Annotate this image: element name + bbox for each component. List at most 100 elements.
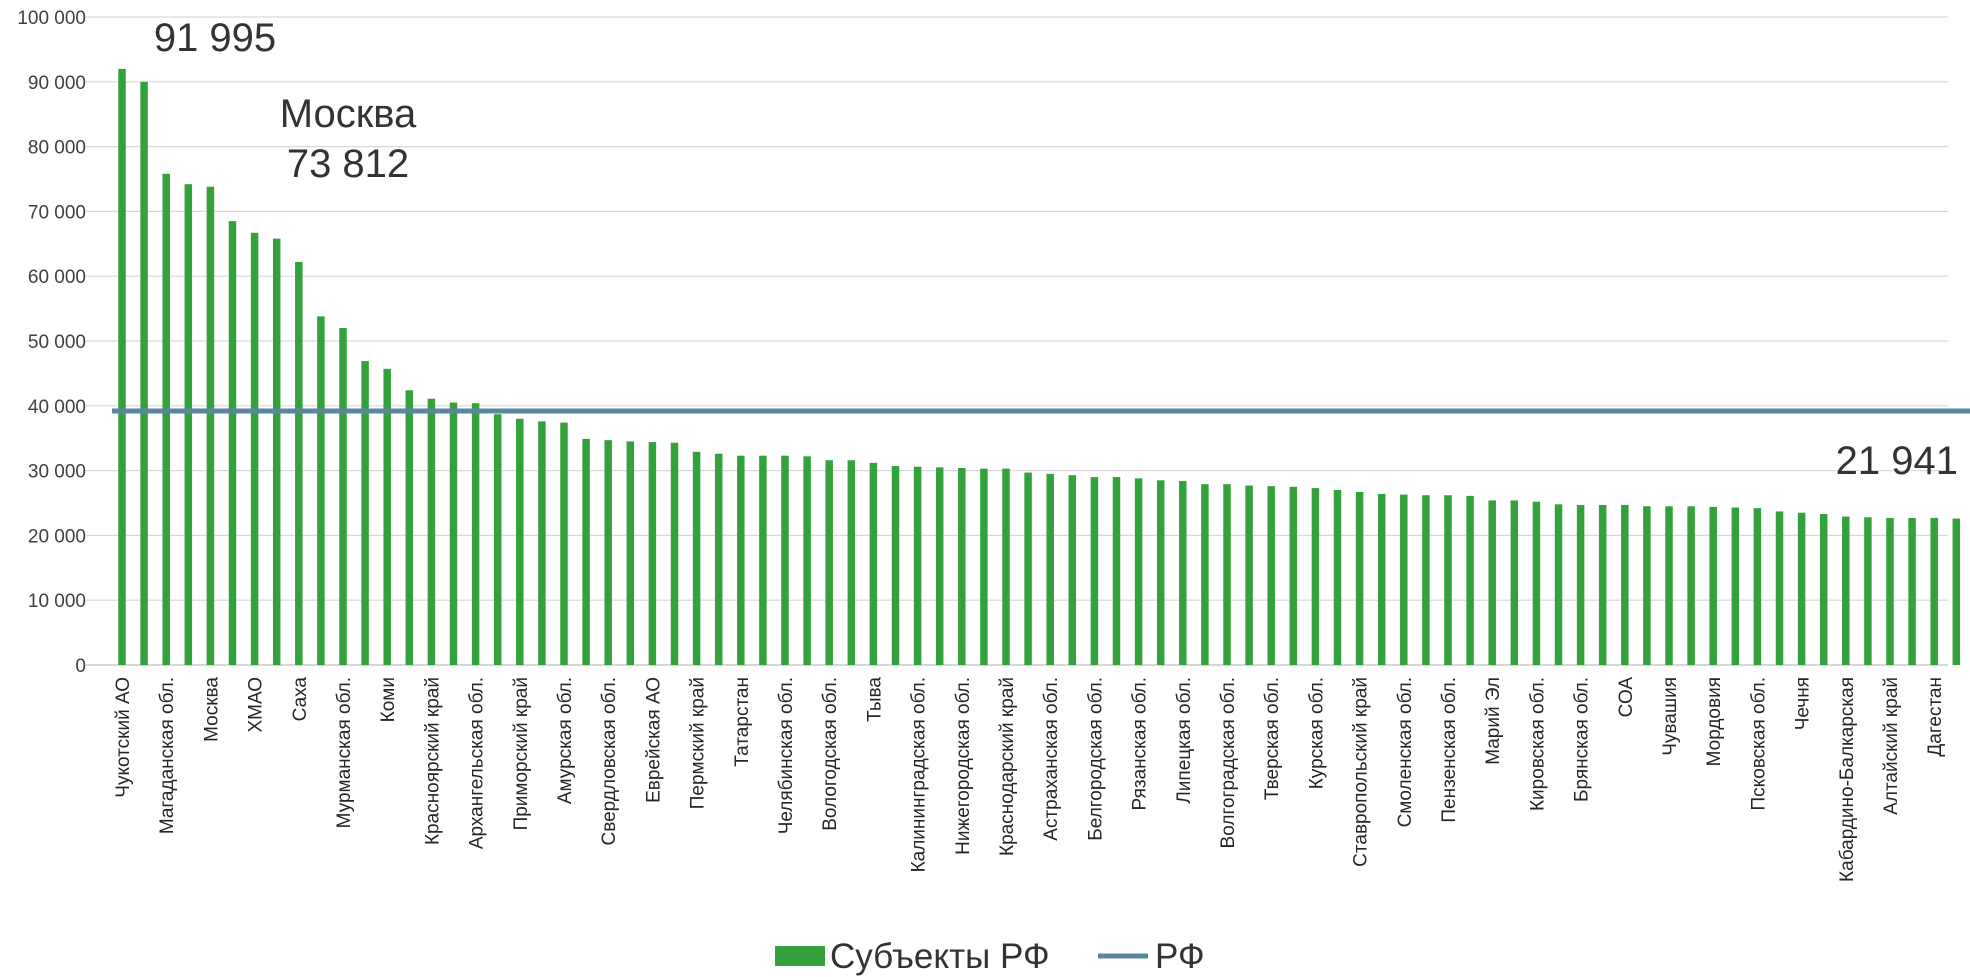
bar — [1090, 477, 1099, 665]
bar — [1068, 475, 1077, 665]
bar — [1267, 486, 1275, 665]
legend: Субъекты РФ РФ — [775, 937, 1205, 976]
bar — [1422, 495, 1430, 665]
bar — [383, 368, 391, 665]
data-annotation: Москва — [280, 92, 417, 136]
bar — [493, 414, 502, 665]
x-tick-label: Чечня — [1793, 677, 1814, 730]
bar — [670, 442, 679, 665]
y-tick-label: 60 000 — [28, 267, 86, 288]
bar — [317, 316, 325, 665]
legend-label-bars: Субъекты РФ — [830, 937, 1050, 976]
bar — [935, 467, 944, 665]
bar — [1930, 517, 1938, 665]
bar — [339, 328, 347, 665]
gridlines — [86, 16, 1948, 666]
bar — [869, 462, 878, 665]
bar — [1156, 480, 1165, 665]
x-tick-label: Магаданская обл. — [157, 677, 178, 834]
x-tick-label: Пензенская обл. — [1439, 677, 1460, 823]
bar — [1687, 506, 1695, 665]
x-tick-label: Волгоградская обл. — [1218, 677, 1239, 848]
x-tick-label: Чувашия — [1660, 677, 1681, 756]
y-tick-label: 80 000 — [28, 138, 86, 159]
y-tick-label: 10 000 — [28, 591, 86, 612]
bar — [272, 238, 281, 665]
x-tick-label: Москва — [201, 677, 222, 742]
bar — [1223, 484, 1231, 665]
bar — [538, 421, 546, 665]
bar — [1952, 518, 1961, 665]
x-tick-label: Еврейская АО — [643, 677, 664, 803]
y-tick-label: 30 000 — [28, 462, 86, 483]
bar — [759, 455, 767, 665]
x-tick-label: Алтайский край — [1881, 677, 1902, 815]
bar — [427, 398, 436, 665]
bar — [913, 466, 922, 665]
bar — [714, 453, 723, 665]
data-annotation: 91 995 — [154, 16, 276, 60]
bar — [1598, 504, 1607, 665]
bar — [1002, 468, 1010, 665]
bar — [1466, 495, 1474, 665]
bar — [1510, 500, 1519, 665]
bar — [1842, 516, 1850, 665]
bars — [118, 68, 1961, 666]
bar — [1532, 501, 1541, 665]
x-tick-label: Смоленская обл. — [1395, 677, 1416, 827]
bar — [1886, 517, 1894, 665]
x-tick-label: Марий Эл — [1483, 677, 1504, 765]
x-tick-label: Амурская обл. — [555, 677, 576, 804]
bar — [1731, 507, 1740, 665]
x-tick-label: Архангельская обл. — [467, 677, 488, 849]
bar — [1864, 517, 1872, 665]
x-tick-label: Татарстан — [732, 677, 753, 767]
bar — [692, 451, 701, 665]
x-tick-label: Нижегородская обл. — [953, 677, 974, 855]
x-tick-label: Брянская обл. — [1572, 677, 1593, 802]
bar — [1311, 488, 1320, 665]
bar — [847, 460, 856, 665]
x-tick-label: Дагестан — [1925, 677, 1946, 757]
bar — [516, 418, 524, 665]
x-tick-label: Красноярский край — [422, 677, 443, 845]
x-tick-label: Липецкая обл. — [1174, 677, 1195, 804]
bar — [449, 402, 458, 665]
bar — [560, 422, 568, 665]
bar — [958, 468, 966, 665]
y-tick-label: 40 000 — [28, 397, 86, 418]
y-tick-label: 0 — [75, 656, 86, 677]
bar — [648, 442, 657, 665]
bar — [1289, 486, 1298, 665]
x-tick-label: Мордовия — [1704, 677, 1725, 766]
x-tick-label: Чукотский АО — [113, 677, 134, 798]
x-tick-label: Коми — [378, 677, 399, 722]
y-tick-label: 90 000 — [28, 73, 86, 94]
bar — [1665, 506, 1673, 665]
bar — [781, 455, 789, 665]
bar — [1643, 506, 1651, 665]
bar — [825, 460, 833, 665]
x-tick-label: Псковская обл. — [1748, 677, 1769, 810]
bar — [206, 186, 215, 665]
bar — [1709, 506, 1717, 665]
bar — [604, 440, 612, 665]
x-tick-label: Приморский край — [511, 677, 532, 830]
bar — [471, 403, 480, 665]
bar — [891, 466, 900, 665]
data-annotation: 73 812 — [287, 142, 409, 186]
x-tick-label: Кировская обл. — [1527, 677, 1548, 811]
x-tick-label: Саха — [290, 677, 311, 722]
bar — [1400, 494, 1408, 665]
bar — [1488, 500, 1496, 665]
y-tick-label: 100 000 — [17, 8, 86, 29]
bar — [1819, 514, 1828, 665]
x-tick-label: Ставропольский край — [1351, 677, 1372, 867]
x-tick-label: Краснодарский край — [997, 677, 1018, 856]
bar — [1554, 504, 1563, 665]
bar — [228, 221, 237, 665]
x-tick-label: Тверская обл. — [1262, 677, 1283, 800]
x-tick-label: Тыва — [864, 677, 885, 722]
